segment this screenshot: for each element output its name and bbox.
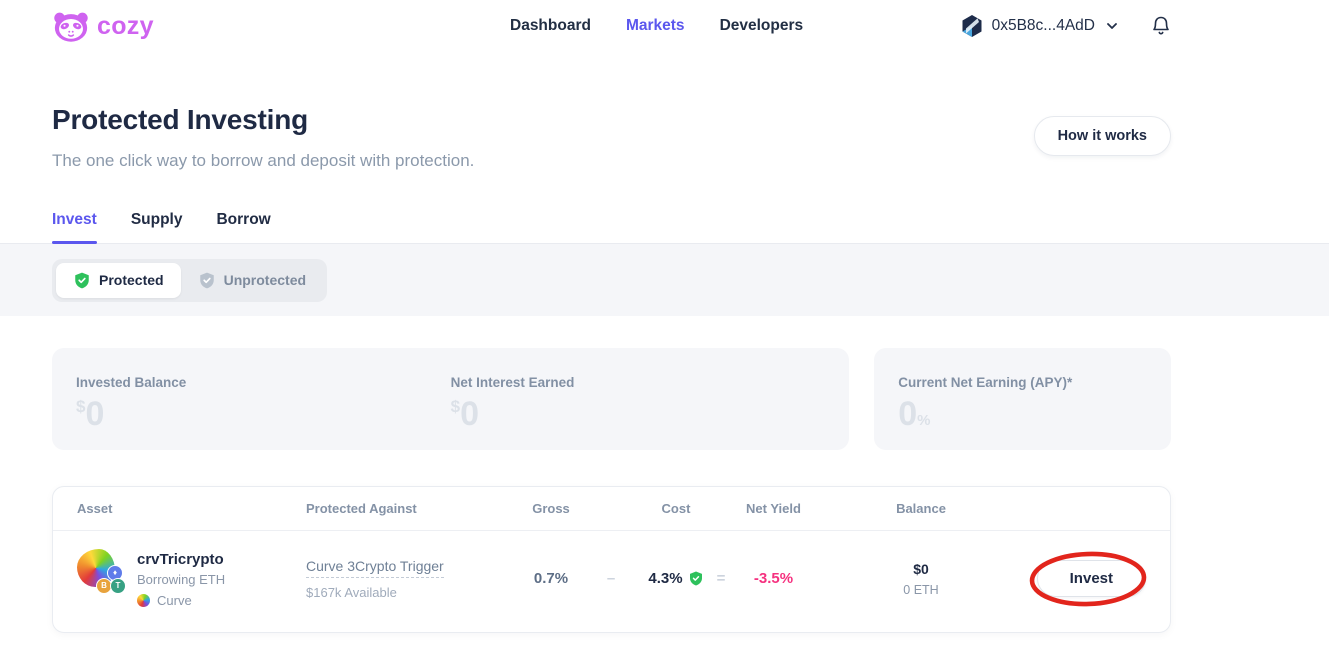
protection-toggle: Protected Unprotected [52,258,328,302]
wallet-address: 0x5B8c...4AdD [991,17,1095,34]
balance-cell: $0 0 ETH [816,561,1026,597]
asset-borrowing-label: Borrowing ETH [137,572,226,587]
btc-coin-icon: B [96,578,112,594]
balance-token: 0 ETH [903,582,939,597]
nav-dashboard[interactable]: Dashboard [510,17,591,34]
stat-value: 0% [898,395,931,433]
col-asset: Asset [77,501,113,516]
stats-card-apy: Current Net Earning (APY)* 0% [874,348,1171,450]
available-amount: $167k Available [306,584,397,600]
tab-supply[interactable]: Supply [130,211,183,228]
curve-icon [137,594,150,607]
minus-operator: – [606,570,616,587]
shield-check-icon [73,271,91,290]
gross-value: 0.7% [533,570,569,587]
stats-card-balances: Invested Balance $0 Net Interest Earned … [52,348,850,450]
asset-name: crvTricrypto [137,551,224,568]
net-yield-value: -3.5% [753,570,794,587]
platform-name: Curve [157,593,192,608]
protected-against-cell: Curve 3Crypto Trigger $167k Available [306,558,521,600]
toggle-unprotected[interactable]: Unprotected [181,263,323,298]
table-header-row: Asset Protected Against Gross Cost Net Y… [53,487,1170,531]
action-cell: Invest [1026,551,1146,607]
stat-value: $0 [450,395,480,433]
chevron-down-icon [1107,23,1117,29]
stats-summary: Invested Balance $0 Net Interest Earned … [52,348,1171,450]
usdt-coin-icon: T [110,578,126,594]
toggle-protected[interactable]: Protected [56,262,181,298]
brand-name: cozy [97,11,154,40]
tab-borrow[interactable]: Borrow [216,211,271,228]
stat-value: $0 [76,395,105,433]
toggle-unprotected-label: Unprotected [223,272,307,288]
trigger-link[interactable]: Curve 3Crypto Trigger [306,558,444,578]
curve-tricrypto-token: ♦ B T [77,549,126,597]
nav-developers[interactable]: Developers [719,17,804,34]
toggle-protected-label: Protected [99,272,164,288]
brand-logo[interactable]: cozy [52,10,154,43]
asset-cell: ♦ B T crvTricrypto Borrowing ETH Curve [77,549,306,608]
protection-filter-band: Protected Unprotected [0,244,1329,316]
stat-net-interest: Net Interest Earned $0 [451,375,826,431]
page-header: Protected Investing The one click way to… [52,104,1171,171]
main-nav: Dashboard Markets Developers [510,0,803,52]
bell-icon[interactable] [1151,15,1171,37]
stat-label: Current Net Earning (APY)* [898,375,1073,390]
wallet-menu[interactable]: 0x5B8c...4AdD [961,14,1117,38]
stat-current-net-earning: Current Net Earning (APY)* 0% [898,375,1147,431]
shield-check-icon-small [688,570,704,587]
asset-platform: Curve [137,593,225,608]
col-gross: Gross [532,501,570,516]
cost-value: 4.3% [641,570,711,587]
tabs-bar: Invest Supply Borrow [0,211,1329,244]
sloth-face-icon [52,10,90,43]
shield-check-icon-gray [198,271,216,290]
balance-usd: $0 [913,560,929,577]
invest-button[interactable]: Invest [1036,560,1146,597]
how-it-works-button[interactable]: How it works [1033,116,1171,156]
page-title: Protected Investing [52,104,309,135]
nav-markets[interactable]: Markets [625,17,685,34]
col-balance: Balance [896,501,946,516]
col-protected-against: Protected Against [306,501,417,516]
stat-invested-balance: Invested Balance $0 [76,375,451,431]
stat-label: Net Interest Earned [450,375,575,390]
markets-table: Asset Protected Against Gross Cost Net Y… [52,486,1171,633]
col-net-yield: Net Yield [746,501,801,516]
top-nav-bar: cozy Dashboard Markets Developers 0x5B8c… [52,0,1171,52]
stat-label: Invested Balance [76,375,187,390]
hexagon-avatar [961,14,983,38]
tab-invest[interactable]: Invest [52,211,97,244]
equals-operator: = [716,570,726,587]
col-cost: Cost [661,501,691,516]
header-actions: 0x5B8c...4AdD [961,14,1171,38]
table-row: ♦ B T crvTricrypto Borrowing ETH Curve C… [53,531,1170,632]
page-subtitle: The one click way to borrow and deposit … [52,151,475,170]
